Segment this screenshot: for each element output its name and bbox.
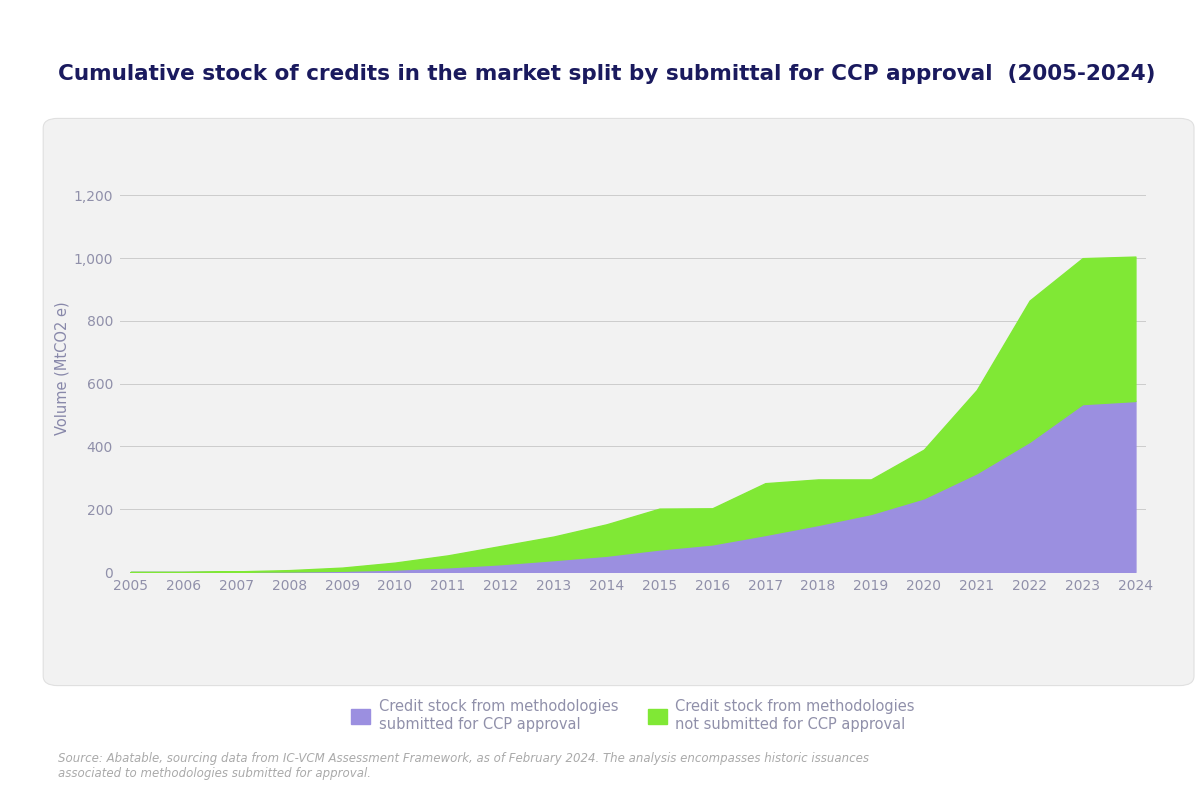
Text: Source: Abatable, sourcing data from IC-VCM Assessment Framework, as of February: Source: Abatable, sourcing data from IC-… [58, 752, 869, 780]
Y-axis label: Volume (MtCO2 e): Volume (MtCO2 e) [55, 301, 70, 435]
Legend: Credit stock from methodologies
submitted for CCP approval, Credit stock from me: Credit stock from methodologies submitte… [346, 694, 920, 738]
Text: Cumulative stock of credits in the market split by submittal for CCP approval  (: Cumulative stock of credits in the marke… [58, 64, 1156, 84]
